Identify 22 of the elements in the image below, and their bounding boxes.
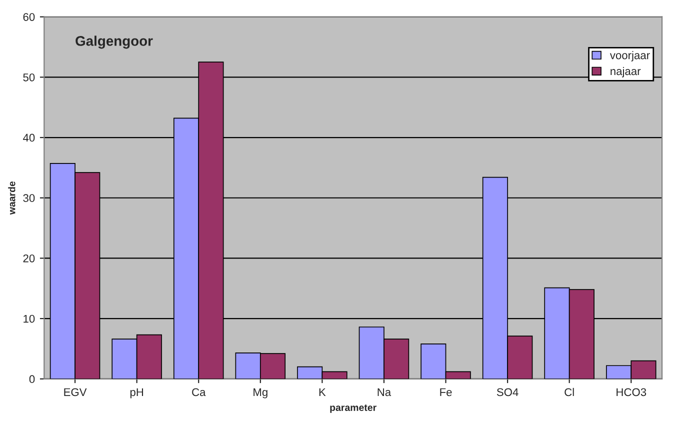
- x-tick-label: Na: [378, 388, 392, 396]
- y-axis-title: waarde: [8, 181, 16, 215]
- legend-label: voorjaar: [610, 51, 650, 62]
- x-tick-label: pH: [130, 388, 144, 398]
- y-tick-label: 40: [23, 134, 35, 142]
- x-tick-label: EGV: [64, 388, 87, 396]
- x-axis-title: parameter: [330, 404, 376, 413]
- text: Galgengoor: [76, 36, 153, 49]
- x-tick-label: SO4: [496, 388, 518, 396]
- x-tick-label: HCO3: [616, 388, 646, 396]
- y-tick-label: 20: [23, 254, 35, 262]
- y-tick-label: 30: [23, 194, 35, 202]
- x-tick-label: K: [319, 388, 326, 396]
- legend-label: najaar: [610, 66, 641, 78]
- y-tick-label: 50: [23, 73, 35, 82]
- y-tick-label: 0: [29, 375, 35, 384]
- y-tick-label: 10: [24, 314, 35, 323]
- y-tick-label: 60: [23, 13, 35, 21]
- x-tick-label: Cl: [564, 388, 574, 396]
- x-tick-label: Mg: [254, 388, 268, 398]
- x-tick-label: Ca: [192, 388, 206, 396]
- x-tick-label: Fe: [440, 388, 452, 396]
